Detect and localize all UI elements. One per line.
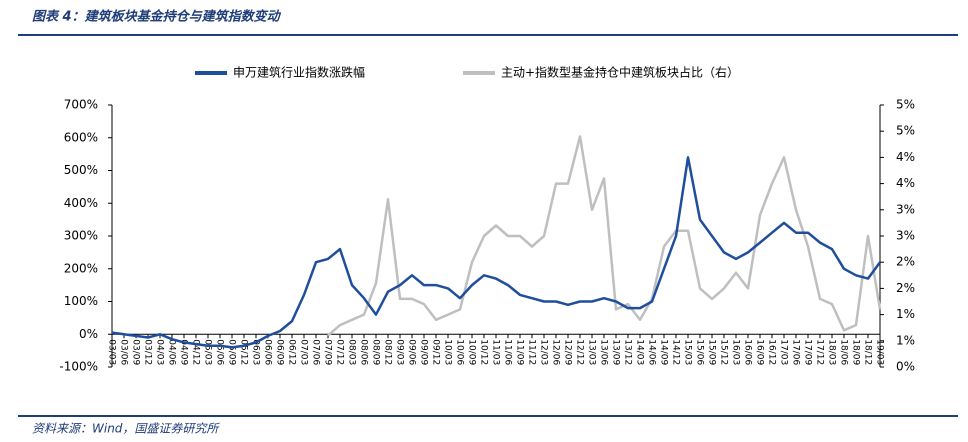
series-line [327, 135, 882, 337]
x-tick-label: 05/12 [239, 339, 249, 365]
y-tick-label: 200% [64, 261, 98, 275]
x-tick-label: 14/03 [635, 339, 645, 365]
x-tick-label: 07/03 [299, 339, 309, 365]
x-tick-label: 16/06 [743, 339, 753, 365]
y-tick-label: 600% [64, 130, 98, 144]
x-tick-label: 06/12 [287, 339, 297, 365]
y2-tick-label: 4% [896, 150, 915, 164]
y-tick-label: 300% [64, 229, 98, 243]
y-tick-label: -100% [59, 360, 98, 374]
x-tick-label: 12/03 [539, 339, 549, 365]
legend-label: 申万建筑行业指数涨跌幅 [233, 65, 365, 80]
x-tick-label: 12/12 [575, 339, 585, 365]
x-tick-label: 04/09 [179, 339, 189, 365]
x-tick-label: 09/03 [395, 339, 405, 365]
x-tick-label: 16/12 [767, 339, 777, 365]
x-tick-label: 08/06 [359, 339, 369, 365]
x-tick-label: 10/09 [467, 339, 477, 365]
x-tick-label: 19/03 [875, 339, 885, 365]
x-tick-label: 09/06 [407, 339, 417, 365]
x-tick-label: 14/09 [659, 339, 669, 365]
x-tick-label: 18/09 [851, 339, 861, 365]
series-line [111, 156, 882, 349]
x-tick-label: 11/12 [527, 339, 537, 365]
x-tick-label: 18/12 [863, 339, 873, 365]
y-tick-label: 500% [64, 163, 98, 177]
y2-tick-label: 3% [896, 229, 915, 243]
x-tick-label: 07/09 [323, 339, 333, 365]
y2-tick-label: 2% [896, 255, 915, 269]
x-tick-label: 11/09 [515, 339, 525, 365]
x-tick-label: 13/09 [611, 339, 621, 365]
x-tick-label: 13/12 [623, 339, 633, 365]
x-tick-label: 17/06 [791, 339, 801, 365]
x-tick-label: 13/03 [587, 339, 597, 365]
legend-label: 主动+指数型基金持仓中建筑板块占比（右） [501, 65, 739, 80]
x-tick-label: 06/09 [275, 339, 285, 365]
x-tick-label: 03/12 [143, 339, 153, 365]
x-tick-label: 12/06 [551, 339, 561, 365]
x-tick-label: 18/06 [839, 339, 849, 365]
y2-tick-label: 1% [896, 307, 915, 321]
x-tick-label: 10/12 [479, 339, 489, 365]
x-tick-label: 17/03 [779, 339, 789, 365]
x-tick-label: 17/09 [803, 339, 813, 365]
x-tick-label: 06/03 [251, 339, 261, 365]
y-tick-label: 400% [64, 196, 98, 210]
x-tick-label: 15/06 [695, 339, 705, 365]
x-tick-label: 16/03 [731, 339, 741, 365]
y2-tick-label: 4% [896, 176, 915, 190]
x-tick-label: 10/06 [455, 339, 465, 365]
x-tick-label: 12/09 [563, 339, 573, 365]
x-tick-label: 07/12 [335, 339, 345, 365]
x-tick-label: 08/03 [347, 339, 357, 365]
x-tick-label: 11/06 [503, 339, 513, 365]
y2-tick-label: 5% [896, 98, 915, 112]
x-tick-label: 04/12 [191, 339, 201, 365]
x-tick-label: 03/06 [119, 339, 129, 365]
x-tick-label: 06/06 [263, 339, 273, 365]
x-tick-label: 05/09 [227, 339, 237, 365]
x-tick-label: 07/06 [311, 339, 321, 365]
x-tick-label: 14/06 [647, 339, 657, 365]
x-tick-label: 04/03 [155, 339, 165, 365]
x-tick-label: 17/12 [815, 339, 825, 365]
x-tick-label: 15/12 [719, 339, 729, 365]
x-tick-label: 04/06 [167, 339, 177, 365]
x-tick-label: 03/03 [107, 339, 117, 365]
x-tick-label: 13/06 [599, 339, 609, 365]
x-tick-label: 08/09 [371, 339, 381, 365]
source: 资料来源：Wind，国盛证券研究所 [32, 422, 220, 436]
x-tick-label: 08/12 [383, 339, 393, 365]
y2-tick-label: 0% [896, 360, 915, 374]
y2-tick-label: 1% [896, 333, 915, 347]
y-tick-label: 0% [79, 327, 98, 341]
x-tick-label: 18/03 [827, 339, 837, 365]
x-tick-label: 15/03 [683, 339, 693, 365]
y2-tick-label: 3% [896, 202, 915, 216]
x-tick-label: 10/03 [443, 339, 453, 365]
y2-tick-label: 5% [896, 124, 915, 138]
x-tick-label: 14/12 [671, 339, 681, 365]
x-tick-label: 15/09 [707, 339, 717, 365]
x-tick-label: 09/12 [431, 339, 441, 365]
chart-title: 图表 4：建筑板块基金持仓与建筑指数变动 [32, 9, 282, 25]
x-tick-label: 05/03 [203, 339, 213, 365]
x-tick-label: 11/03 [491, 339, 501, 365]
x-tick-label: 05/06 [215, 339, 225, 365]
y-tick-label: 100% [64, 294, 98, 308]
y2-tick-label: 2% [896, 281, 915, 295]
x-tick-label: 03/09 [131, 339, 141, 365]
y-tick-label: 700% [64, 98, 98, 112]
x-tick-label: 09/09 [419, 339, 429, 365]
x-tick-label: 16/09 [755, 339, 765, 365]
